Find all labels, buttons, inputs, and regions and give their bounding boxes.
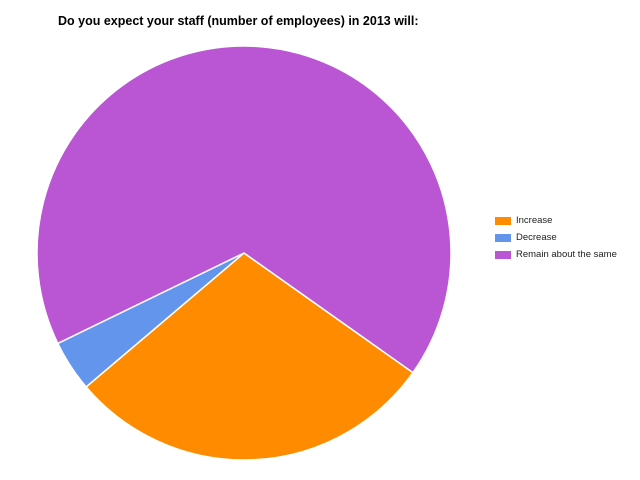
legend-item-remain: Remain about the same [495, 246, 617, 263]
pie-slice-increase [85, 252, 414, 461]
legend-label-increase: Increase [516, 215, 553, 226]
legend-swatch-increase [495, 216, 511, 225]
legend-label-decrease: Decrease [516, 232, 557, 243]
legend-label-remain: Remain about the same [516, 249, 617, 260]
legend-swatch-decrease [495, 233, 511, 242]
pie-slice-remain [36, 45, 452, 374]
legend-item-increase: Increase [495, 212, 617, 229]
legend-item-decrease: Decrease [495, 229, 617, 246]
legend: Increase Decrease Remain about the same [495, 212, 617, 263]
pie-slices [36, 45, 452, 461]
legend-swatch-remain [495, 250, 511, 259]
chart-title: Do you expect your staff (number of empl… [58, 14, 419, 28]
